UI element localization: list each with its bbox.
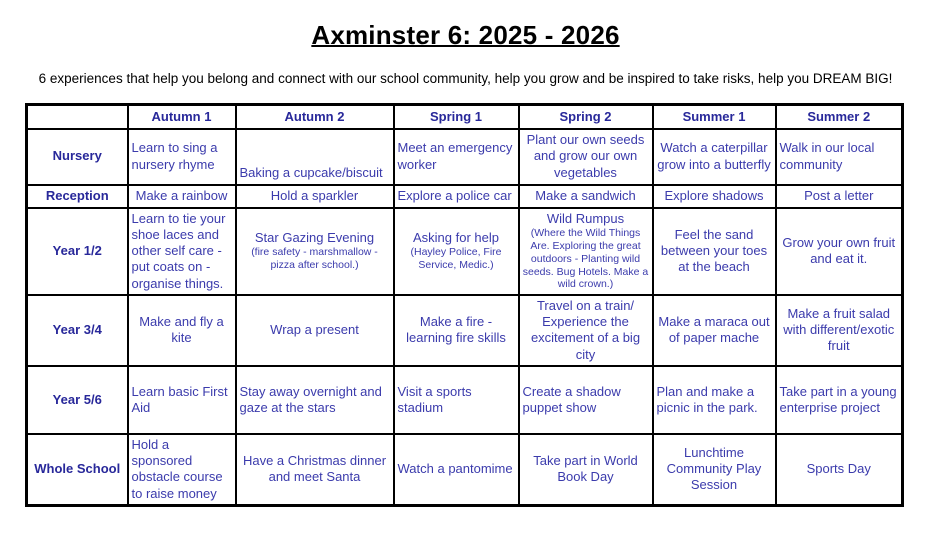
cell-year56-summer1: Plan and make a picnic in the park. — [651, 364, 777, 435]
cell-text: Make a fire - learning fire skills — [406, 314, 506, 346]
cell-year56-autumn1: Learn basic First Aid — [126, 364, 237, 435]
cell-text: Walk in our local community — [779, 140, 875, 172]
cell-nursery-autumn2: Baking a cupcake/biscuit — [234, 127, 395, 186]
cell-text: Travel on a train/ Experience the excite… — [530, 297, 641, 362]
cell-year12-autumn2: Star Gazing Evening (fire safety - marshm… — [234, 206, 395, 296]
cell-text: Take part in a young enterprise project — [779, 383, 897, 415]
cell-year34-spring1: Make a fire - learning fire skills — [392, 293, 520, 367]
cell-text: Wrap a present — [270, 322, 359, 338]
cell-text: Hold a sponsored obstacle course to rais… — [131, 436, 223, 501]
cell-text: Explore shadows — [664, 187, 764, 203]
cell-year12-spring1: Asking for help (Hayley Police, Fire Serv… — [392, 206, 520, 296]
cell-whole-school-spring1: Watch a pantomime — [392, 432, 520, 507]
row-label-year34: Year 3/4 — [25, 293, 129, 367]
cell-year34-spring2: Travel on a train/ Experience the excite… — [517, 293, 654, 367]
cell-subtext: (Hayley Police, Fire Service, Medic.) — [410, 246, 502, 272]
cell-text: Make a fruit salad with different/exotic… — [783, 305, 895, 354]
cell-year34-autumn1: Make and fly a kite — [126, 293, 237, 367]
col-header-summer1: Summer 1 — [651, 103, 777, 130]
cell-text: Watch a caterpillar grow into a butterfl… — [657, 140, 771, 172]
cell-text: Take part in World Book Day — [533, 453, 638, 485]
col-header-blank — [25, 103, 129, 130]
cell-text: Make a sandwich — [535, 187, 636, 203]
cell-whole-school-summer2: Sports Day — [774, 432, 904, 507]
cell-whole-school-autumn1: Hold a sponsored obstacle course to rais… — [126, 432, 237, 507]
cell-reception-autumn2: Hold a sparkler — [234, 183, 395, 209]
row-label-year56: Year 5/6 — [25, 364, 129, 435]
cell-year34-summer2: Make a fruit salad with different/exotic… — [774, 293, 904, 367]
cell-text: Learn basic First Aid — [131, 383, 228, 415]
cell-whole-school-spring2: Take part in World Book Day — [517, 432, 654, 507]
table-row-year12: Year 1/2 Learn to tie your shoe laces an… — [25, 206, 904, 296]
cell-text: Baking a cupcake/biscuit — [239, 165, 383, 181]
page-title: Axminster 6: 2025 - 2026 — [311, 20, 620, 50]
cell-subtext: (Where the Wild Things Are. Exploring th… — [522, 227, 649, 291]
cell-text: Wild Rumpus — [546, 211, 625, 226]
table-row-whole-school: Whole School Hold a sponsored obstacle c… — [25, 432, 904, 507]
cell-year12-autumn1: Learn to tie your shoe laces and other s… — [126, 206, 237, 296]
cell-year56-autumn2: Stay away overnight and gaze at the star… — [234, 364, 395, 435]
cell-whole-school-summer1: Lunchtime Community Play Session — [651, 432, 777, 507]
cell-subtext: (fire safety - marshmallow - pizza after… — [251, 246, 378, 272]
cell-text: Sports Day — [806, 461, 871, 477]
cell-text: Hold a sparkler — [270, 187, 359, 203]
cell-text: Plan and make a picnic in the park. — [656, 383, 758, 415]
cell-text: Plant our own seeds and grow our own veg… — [526, 132, 645, 180]
cell-text: Learn to sing a nursery rhyme — [131, 140, 218, 172]
cell-year34-autumn2: Wrap a present — [234, 293, 395, 367]
row-label-nursery: Nursery — [25, 127, 129, 186]
cell-year12-spring2: Wild Rumpus (Where the Wild Things Are. E… — [517, 206, 654, 296]
cell-reception-spring1: Explore a police car — [392, 183, 520, 209]
cell-year34-summer1: Make a maraca out of paper mache — [651, 293, 777, 367]
header-row: Autumn 1 Autumn 2 Spring 1 Spring 2 Summ… — [25, 103, 904, 130]
cell-text: Post a letter — [804, 187, 874, 203]
cell-nursery-spring2: Plant our own seeds and grow our own veg… — [517, 127, 654, 186]
col-header-spring2: Spring 2 — [517, 103, 654, 130]
cell-whole-school-autumn2: Have a Christmas dinner and meet Santa — [234, 432, 395, 507]
cell-text: Stay away overnight and gaze at the star… — [239, 383, 382, 415]
cell-text: Make a rainbow — [135, 187, 228, 203]
row-label-whole-school: Whole School — [25, 432, 129, 507]
row-label-year12: Year 1/2 — [25, 206, 129, 296]
cell-year56-spring1: Visit a sports stadium — [392, 364, 520, 435]
page-subtitle: 6 experiences that help you belong and c… — [38, 71, 893, 86]
col-header-autumn2: Autumn 2 — [234, 103, 395, 130]
cell-text: Make and fly a kite — [139, 314, 224, 346]
cell-text: Star Gazing Evening — [254, 230, 375, 246]
table-row-reception: Reception Make a rainbow Hold a sparkler… — [25, 183, 904, 209]
cell-text: Learn to tie your shoe laces and other s… — [131, 210, 226, 291]
col-header-summer2: Summer 2 — [774, 103, 904, 130]
cell-reception-autumn1: Make a rainbow — [126, 183, 237, 209]
cell-nursery-autumn1: Learn to sing a nursery rhyme — [126, 127, 237, 186]
table-row-year56: Year 5/6 Learn basic First Aid Stay away… — [25, 364, 904, 435]
cell-text: Visit a sports stadium — [397, 383, 472, 415]
cell-text: Meet an emergency worker — [397, 140, 513, 172]
table-row-year34: Year 3/4 Make and fly a kite Wrap a pres… — [25, 293, 904, 367]
cell-year12-summer2: Grow your own fruit and eat it. — [774, 206, 904, 296]
cell-text: Asking for help — [413, 230, 499, 246]
cell-reception-summer1: Explore shadows — [651, 183, 777, 209]
cell-text: Lunchtime Community Play Session — [666, 444, 762, 493]
cell-reception-spring2: Make a sandwich — [517, 183, 654, 209]
cell-nursery-summer2: Walk in our local community — [774, 127, 904, 186]
cell-text: Grow your own fruit and eat it. — [782, 234, 896, 267]
table-row-nursery: Nursery Learn to sing a nursery rhyme Ba… — [25, 127, 904, 186]
cell-reception-summer2: Post a letter — [774, 183, 904, 209]
cell-text: Create a shadow puppet show — [522, 383, 621, 415]
col-header-autumn1: Autumn 1 — [126, 103, 237, 130]
cell-year56-summer2: Take part in a young enterprise project — [774, 364, 904, 435]
cell-text: Feel the sand between your toes at the b… — [660, 226, 768, 275]
cell-year12-summer1: Feel the sand between your toes at the b… — [651, 206, 777, 296]
cell-nursery-spring1: Meet an emergency worker — [392, 127, 520, 186]
cell-year56-spring2: Create a shadow puppet show — [517, 364, 654, 435]
cell-text: Have a Christmas dinner and meet Santa — [242, 453, 387, 485]
col-header-spring1: Spring 1 — [392, 103, 520, 130]
cell-text: Make a maraca out of paper mache — [658, 314, 770, 346]
curriculum-table: Autumn 1 Autumn 2 Spring 1 Spring 2 Summ… — [25, 103, 904, 507]
cell-nursery-summer1: Watch a caterpillar grow into a butterfl… — [651, 127, 777, 186]
cell-text: Explore a police car — [397, 187, 512, 203]
row-label-reception: Reception — [25, 183, 129, 209]
cell-text: Watch a pantomime — [397, 461, 513, 477]
